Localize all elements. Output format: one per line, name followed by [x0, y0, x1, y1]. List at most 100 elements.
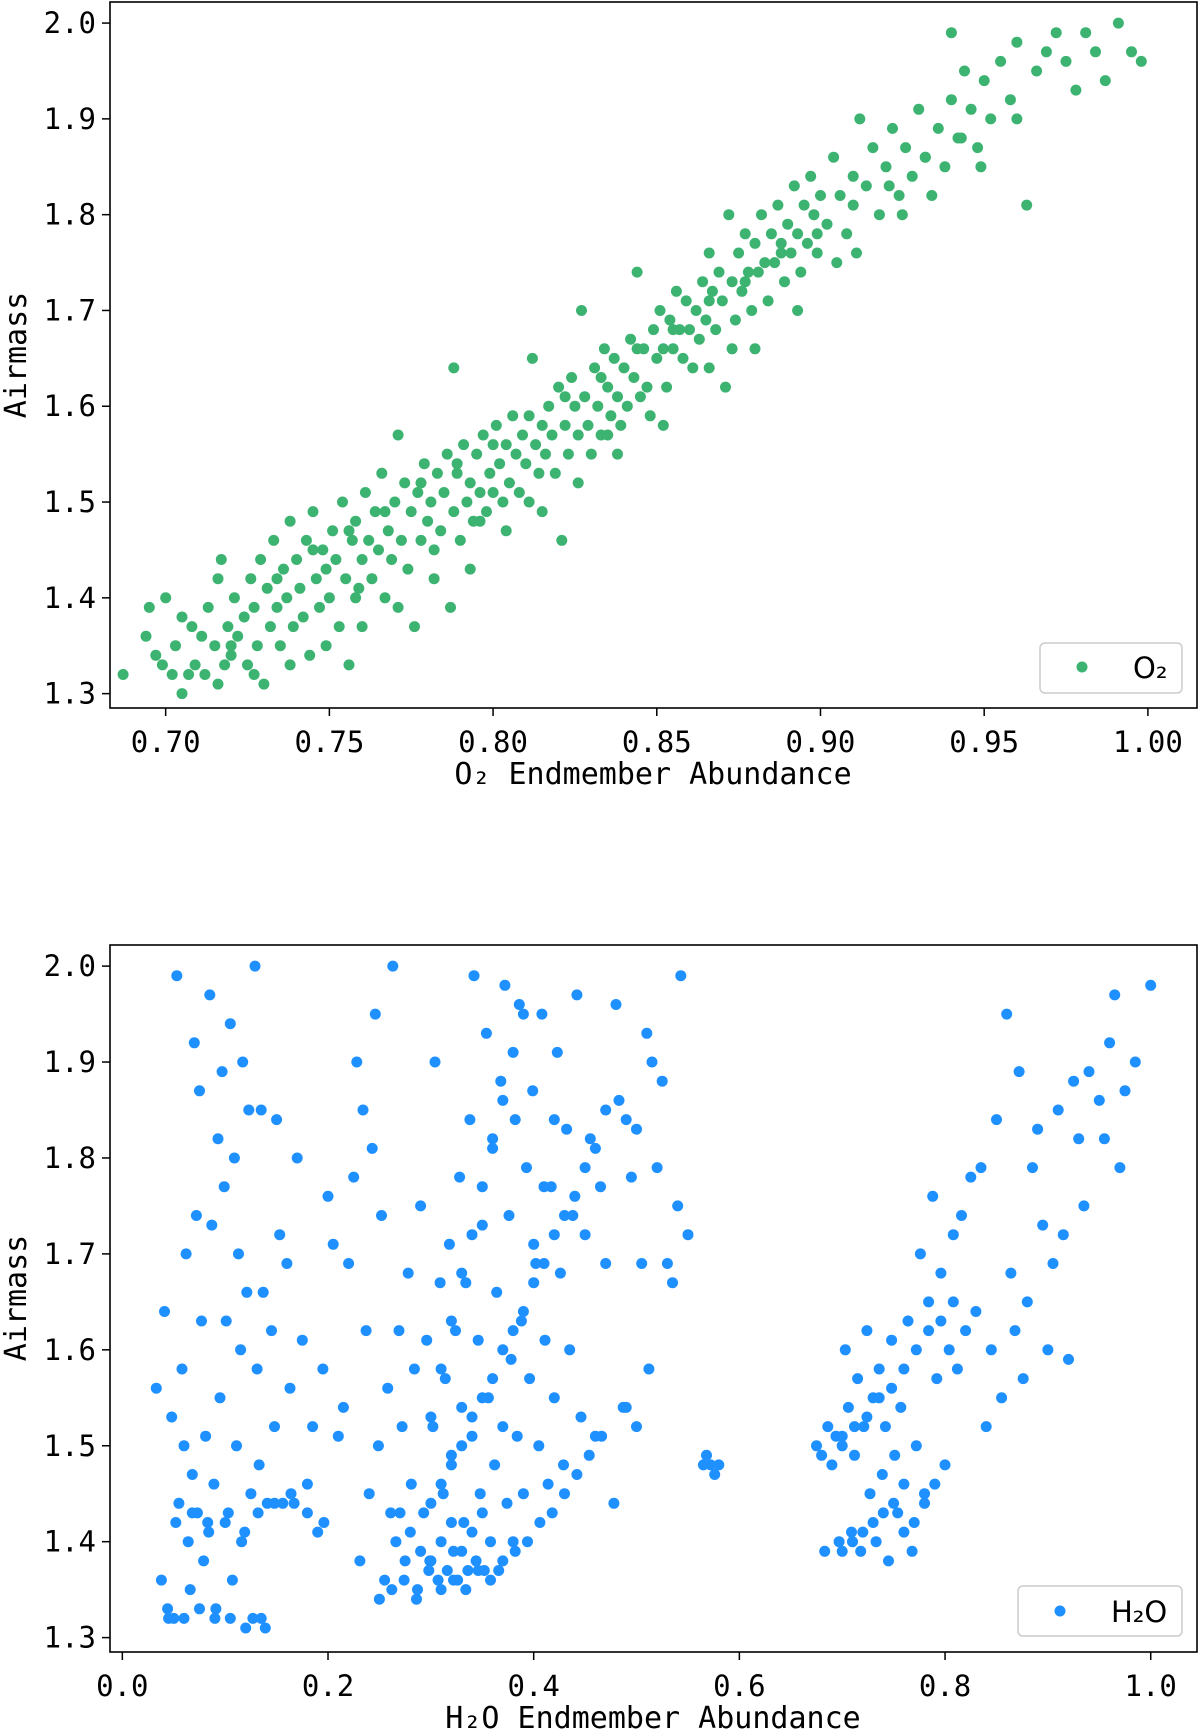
data-point	[425, 1497, 437, 1509]
data-point	[602, 381, 614, 393]
data-point	[226, 1574, 238, 1586]
data-point	[726, 276, 738, 288]
data-point	[667, 1277, 678, 1289]
data-point	[713, 266, 725, 278]
data-point	[533, 1440, 545, 1452]
data-point	[386, 554, 398, 565]
y-tick-label: 1.3	[44, 1621, 96, 1655]
data-point	[448, 1545, 459, 1557]
data-point	[476, 1392, 488, 1404]
data-point	[285, 1488, 297, 1500]
data-point	[429, 1056, 441, 1068]
data-point	[620, 1401, 632, 1413]
data-point	[385, 1507, 397, 1519]
data-point	[253, 1459, 265, 1471]
data-point	[458, 1517, 470, 1528]
data-point	[571, 1469, 583, 1480]
data-point	[301, 1507, 313, 1519]
data-point	[775, 237, 787, 249]
data-point	[435, 1363, 447, 1375]
data-point	[540, 448, 551, 460]
data-point	[255, 1612, 267, 1624]
data-point	[782, 218, 794, 230]
data-point	[379, 592, 391, 604]
data-point	[579, 1229, 591, 1241]
data-point	[849, 1421, 860, 1433]
data-point	[579, 1162, 591, 1174]
data-point	[500, 525, 512, 537]
data-point	[271, 573, 283, 585]
data-point	[615, 419, 627, 431]
data-point	[631, 1123, 642, 1135]
plot-area-frame	[109, 1, 1198, 709]
data-point	[143, 601, 155, 613]
legend-marker	[1076, 661, 1088, 673]
data-point	[556, 534, 568, 546]
data-point	[585, 448, 597, 460]
legend-marker	[1054, 1605, 1066, 1617]
data-point	[1021, 199, 1033, 211]
data-point	[579, 391, 591, 403]
data-point	[517, 429, 528, 441]
data-point	[749, 343, 761, 355]
data-point	[765, 228, 777, 240]
data-point	[517, 1306, 529, 1317]
data-point	[245, 1488, 257, 1500]
data-point	[212, 573, 224, 585]
x-tick-label: 1.0	[1125, 1669, 1177, 1703]
data-point	[703, 295, 715, 307]
data-point	[1047, 1258, 1059, 1269]
data-point	[906, 170, 918, 182]
data-point	[980, 1421, 992, 1433]
data-point	[526, 352, 538, 364]
legend-box	[1017, 1585, 1183, 1637]
data-point	[589, 1142, 601, 1154]
data-point	[1057, 1229, 1069, 1241]
data-point	[470, 1555, 482, 1567]
data-point	[805, 170, 817, 182]
data-point	[203, 1526, 215, 1538]
data-point	[965, 1171, 977, 1183]
data-point	[956, 1210, 967, 1221]
data-point	[411, 1593, 422, 1605]
data-point	[538, 1258, 550, 1269]
data-point	[769, 257, 781, 269]
data-point	[337, 496, 348, 508]
data-point	[340, 573, 352, 585]
data-point	[423, 1565, 435, 1576]
x-tick-label: 0.2	[302, 1669, 354, 1703]
data-point	[610, 999, 622, 1010]
data-point	[186, 1507, 198, 1519]
data-point	[801, 237, 813, 249]
data-point	[620, 1114, 632, 1126]
data-point	[582, 419, 594, 431]
data-point	[1009, 1325, 1021, 1337]
y-tick-label: 1.8	[44, 1141, 96, 1175]
data-point	[842, 1401, 854, 1413]
data-point	[543, 400, 555, 412]
data-point	[847, 170, 859, 182]
data-point	[268, 534, 280, 546]
data-point	[235, 1344, 247, 1356]
data-point	[435, 1478, 447, 1490]
legend: O₂	[1039, 642, 1183, 694]
data-point	[919, 151, 931, 163]
data-point	[189, 659, 201, 671]
data-point	[476, 1507, 488, 1519]
data-point	[300, 534, 312, 546]
data-point	[927, 1190, 939, 1202]
y-tick-label: 1.9	[44, 1045, 96, 1079]
data-point	[445, 1449, 457, 1461]
data-point	[1104, 1037, 1116, 1049]
data-point	[284, 1382, 296, 1394]
data-point	[775, 247, 787, 259]
x-tick-label: 0.95	[949, 725, 1019, 759]
data-point	[749, 237, 761, 249]
data-point	[792, 305, 804, 316]
data-point	[412, 1584, 423, 1596]
data-point	[395, 534, 407, 546]
data-point	[798, 199, 810, 211]
data-point	[332, 1430, 344, 1442]
data-point	[548, 1392, 560, 1404]
data-point	[348, 1171, 360, 1183]
